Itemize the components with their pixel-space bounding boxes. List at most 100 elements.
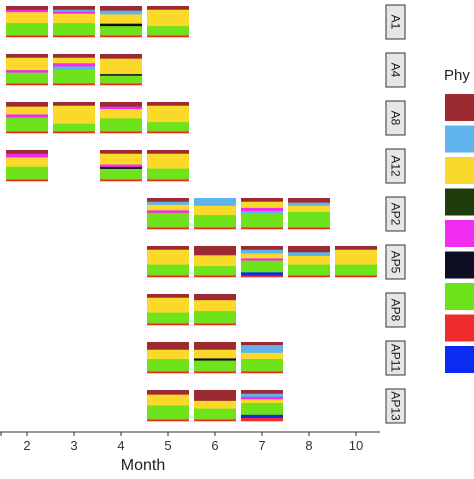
stacked-bar-ap11-m5 <box>147 342 189 374</box>
bar-segment-red <box>6 35 48 38</box>
bar-segment-green <box>194 408 236 420</box>
bar-segment-yellow <box>147 394 189 406</box>
bar-segment-green <box>6 117 48 132</box>
facet-strip-box <box>385 340 406 376</box>
bar-segment-green <box>241 359 283 372</box>
facet-strip-box <box>385 4 406 40</box>
bar-segment-dark_red <box>241 342 283 346</box>
bar-segment-light_blue <box>53 66 95 70</box>
bar-segment-light_blue <box>147 201 189 206</box>
bar-segment-magenta <box>147 210 189 214</box>
bar-segment-yellow <box>335 249 377 265</box>
stacked-bar-ap11-m6 <box>194 342 236 374</box>
legend-key-dark_green <box>445 188 474 216</box>
bar-segment-red <box>147 419 189 422</box>
bar-segment-light_blue <box>288 252 330 257</box>
stacked-bar-ap2-m7 <box>241 198 283 230</box>
bar-segment-green <box>288 264 330 276</box>
facet-strip-box <box>385 244 406 280</box>
bar-segment-red <box>147 179 189 182</box>
legend-title: Phy <box>444 67 470 84</box>
bar-segment-green <box>100 168 142 180</box>
bar-segment-yellow <box>6 57 48 71</box>
bar-segment-light_blue <box>241 393 283 398</box>
bar-segment-navy_black <box>100 74 142 76</box>
legend-key-dark_red <box>445 94 474 121</box>
bar-segment-red <box>100 83 142 86</box>
bar-segment-dark_red <box>194 342 236 351</box>
facet-strip-label: A12 <box>389 155 403 177</box>
bar-segment-red <box>241 275 283 278</box>
bar-segment-dark_red <box>100 54 142 59</box>
stacked-bar-ap13-m5 <box>147 390 189 422</box>
bar-segment-dark_red <box>147 102 189 107</box>
stacked-bar-ap5-m7 <box>241 246 283 278</box>
bar-segment-red <box>241 417 283 422</box>
bar-segment-red <box>6 179 48 182</box>
bar-segment-red <box>288 227 330 230</box>
x-tick-label: 5 <box>164 438 171 453</box>
bar-segment-magenta <box>6 9 48 13</box>
bar-segment-light_blue <box>100 10 142 15</box>
bar-segment-red <box>335 275 377 278</box>
bar-segment-yellow <box>288 255 330 265</box>
bar-segment-dark_red <box>147 150 189 155</box>
bar-segment-light_blue <box>241 345 283 354</box>
stacked-bar-ap8-m6 <box>194 294 236 326</box>
bar-segment-magenta <box>53 11 95 15</box>
bar-segment-red <box>288 275 330 278</box>
bar-segment-yellow <box>241 399 283 404</box>
stacked-bar-ap8-m5 <box>147 294 189 326</box>
bar-segment-red <box>53 83 95 86</box>
bar-segment-magenta <box>241 258 283 261</box>
bar-segment-dark_red <box>6 6 48 11</box>
bar-segment-dark_red <box>194 246 236 256</box>
bar-segment-red <box>100 35 142 38</box>
bar-segment-yellow <box>241 201 283 209</box>
x-tick-label: 10 <box>349 438 363 453</box>
bar-segment-red <box>194 419 236 422</box>
bar-segment-red <box>100 131 142 134</box>
bar-segment-dark_red <box>147 342 189 351</box>
bar-segment-magenta <box>241 396 283 400</box>
bar-segment-dark_red <box>6 102 48 107</box>
bar-segment-dark_red <box>241 390 283 395</box>
facet-strip-label: AP13 <box>389 391 403 421</box>
stacked-bar-ap5-m5 <box>147 246 189 278</box>
facet-strip-label: A8 <box>389 111 403 126</box>
bar-segment-red <box>241 371 283 374</box>
legend-key-yellow <box>445 157 474 184</box>
stacked-bar-ap13-m7 <box>241 390 283 422</box>
bar-segment-dark_red <box>53 6 95 11</box>
bar-segment-dark_red <box>241 198 283 203</box>
bar-segment-blue <box>241 414 283 419</box>
bar-segment-red <box>53 131 95 134</box>
stacked-bar-a1-m5 <box>147 6 189 38</box>
bar-segment-dark_red <box>194 390 236 402</box>
facet-strip-box <box>385 100 406 136</box>
bar-segment-green <box>147 212 189 228</box>
bar-segment-red <box>194 275 236 278</box>
x-tick-label: 7 <box>258 438 265 453</box>
panel-ap13: AP13 <box>147 388 406 424</box>
bar-segment-yellow <box>147 9 189 27</box>
stacked-bar-a4-m4 <box>100 54 142 86</box>
bar-segment-dark_red <box>147 6 189 11</box>
x-tick-label: 4 <box>117 438 124 453</box>
bar-segment-red <box>194 371 236 374</box>
bar-segment-red <box>100 179 142 182</box>
bar-segment-green <box>147 359 189 372</box>
bar-segment-green <box>6 166 48 180</box>
bar-segment-green <box>100 75 142 84</box>
facet-strip-label: A4 <box>389 63 403 78</box>
stacked-bar-ap2-m8 <box>288 198 330 230</box>
facet-strip-label: AP8 <box>389 299 403 322</box>
bar-segment-green <box>100 118 142 132</box>
panel-a4: A4 <box>6 52 406 88</box>
bar-segment-dark_red <box>100 6 142 11</box>
bar-segment-light_blue <box>53 9 95 12</box>
bar-segment-yellow <box>100 14 142 24</box>
bar-segment-yellow <box>288 205 330 213</box>
bar-segment-green <box>241 403 283 416</box>
panel-ap2: AP2 <box>147 196 406 232</box>
